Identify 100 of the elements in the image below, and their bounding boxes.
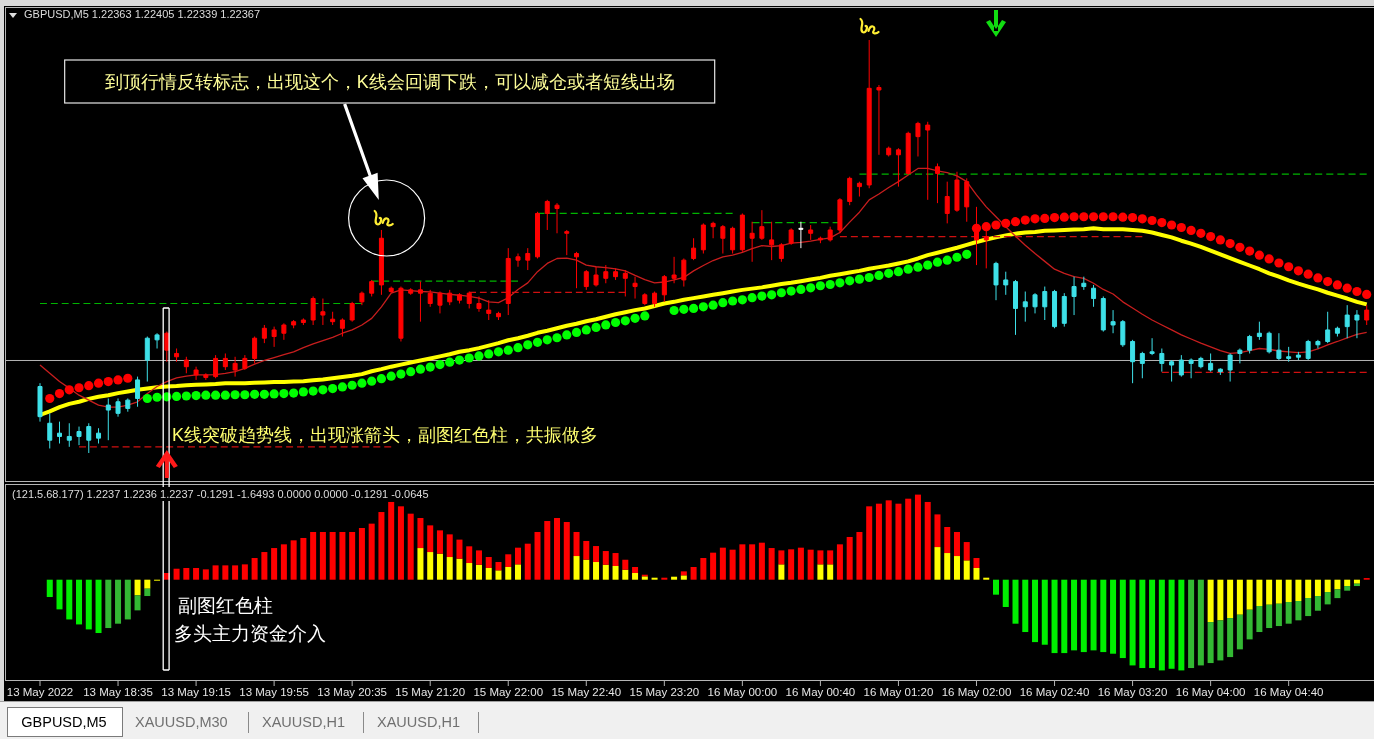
candlestick xyxy=(847,176,853,206)
candlestick xyxy=(1003,271,1009,296)
bar xyxy=(417,548,424,580)
bar xyxy=(778,550,785,565)
bar xyxy=(95,579,102,634)
bar xyxy=(700,558,707,580)
point xyxy=(103,376,113,387)
bar xyxy=(827,564,834,580)
candlestick xyxy=(866,39,872,189)
candlestick xyxy=(515,253,521,268)
candlestick xyxy=(1022,291,1028,323)
candlestick xyxy=(1208,352,1214,373)
candlestick xyxy=(1120,319,1126,348)
bar xyxy=(963,542,970,561)
bar xyxy=(66,579,73,620)
bar xyxy=(1256,606,1263,633)
bar xyxy=(729,549,736,580)
point xyxy=(123,373,133,383)
bar xyxy=(183,568,190,580)
candlestick xyxy=(252,336,258,364)
bar xyxy=(475,550,482,565)
bar xyxy=(56,579,63,610)
candlestick xyxy=(476,295,482,313)
bar xyxy=(534,531,541,580)
point xyxy=(1225,239,1235,249)
bar xyxy=(329,531,336,580)
bar xyxy=(788,549,795,580)
bar xyxy=(1110,579,1117,654)
bar xyxy=(1285,602,1292,624)
candlestick xyxy=(749,221,755,263)
point xyxy=(1108,212,1118,222)
candlestick xyxy=(447,289,453,306)
bar xyxy=(290,540,297,580)
point xyxy=(1010,217,1021,227)
annotation: 多头主力资金介入 xyxy=(173,623,326,644)
point xyxy=(1186,225,1196,235)
candlestick xyxy=(554,202,560,234)
bar xyxy=(602,564,609,580)
bar xyxy=(46,579,53,598)
bar xyxy=(544,521,551,580)
bar xyxy=(749,544,756,580)
candlestick xyxy=(408,287,414,296)
candlestick xyxy=(788,227,794,246)
candlestick xyxy=(125,397,131,413)
candlestick xyxy=(281,322,287,341)
point xyxy=(1313,273,1323,283)
bar xyxy=(1080,579,1087,653)
annotation: 副图红色柱 xyxy=(177,595,273,616)
x-tick-label: 13 May 19:55 xyxy=(239,686,309,698)
bar xyxy=(680,575,687,580)
bar xyxy=(1002,579,1009,607)
bar xyxy=(924,501,931,580)
bar xyxy=(241,564,248,580)
x-tick-label: 13 May 2022 xyxy=(6,686,74,698)
candlestick xyxy=(720,224,726,255)
bar xyxy=(232,565,239,580)
candlestick xyxy=(486,299,492,321)
bar xyxy=(485,557,492,568)
candlestick xyxy=(915,121,921,157)
bar xyxy=(817,564,824,580)
text: XAUUSD,H1 xyxy=(262,714,345,730)
bar xyxy=(963,560,970,580)
candlestick xyxy=(1198,356,1204,369)
bar xyxy=(1275,603,1282,627)
bar xyxy=(407,513,414,580)
bar xyxy=(622,559,629,570)
bar xyxy=(739,544,746,580)
bar xyxy=(105,579,112,629)
bar xyxy=(368,523,375,580)
candlestick xyxy=(925,121,931,201)
point xyxy=(981,222,991,232)
bar xyxy=(1334,589,1341,599)
point xyxy=(1362,289,1372,300)
candlestick xyxy=(222,352,228,371)
bar xyxy=(1119,579,1126,659)
candlestick xyxy=(1315,339,1321,350)
bar xyxy=(846,536,853,580)
candlestick xyxy=(1061,292,1067,328)
candlestick xyxy=(1139,351,1145,379)
bar xyxy=(710,552,717,580)
point xyxy=(1274,258,1284,268)
candlestick xyxy=(1354,309,1360,339)
bar xyxy=(1324,579,1331,593)
bar xyxy=(1061,579,1068,654)
x-tick-label: 16 May 04:40 xyxy=(1253,686,1324,698)
bar xyxy=(76,579,83,625)
bar xyxy=(983,577,990,580)
candlestick xyxy=(964,177,970,223)
candlestick xyxy=(934,162,940,204)
annotation: K线突破趋势线，出现涨箭头，副图红色柱，共振做多 xyxy=(171,425,598,445)
candlestick xyxy=(291,319,297,329)
candlestick xyxy=(544,199,550,231)
bar xyxy=(583,540,590,560)
bar xyxy=(124,579,131,620)
bar xyxy=(261,552,268,580)
candlestick xyxy=(135,376,141,408)
bar xyxy=(524,543,531,580)
candlestick xyxy=(778,242,784,263)
candlestick xyxy=(349,301,355,323)
candlestick xyxy=(115,397,121,418)
